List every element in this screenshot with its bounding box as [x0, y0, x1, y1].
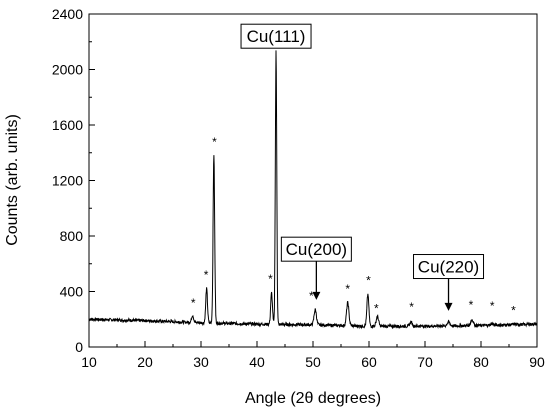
annotation-box: [280, 236, 352, 262]
y-axis-title: Counts (arb. units): [4, 114, 21, 246]
x-tick-label: 70: [417, 354, 433, 370]
phase-asterisk: *: [268, 272, 273, 286]
phase-asterisk: *: [212, 135, 217, 149]
y-tick-label: 800: [60, 228, 84, 244]
annotation-arrowhead: [312, 291, 321, 300]
x-tick-label: 50: [305, 354, 321, 370]
annotation-box: [240, 23, 312, 49]
y-tick-label: 1600: [52, 117, 83, 133]
diffraction-series-line: [88, 50, 538, 330]
y-tick-label: 1200: [52, 173, 83, 189]
annotation-label: Cu(220): [418, 258, 479, 277]
phase-asterisk: *: [191, 296, 196, 310]
x-tick-label: 60: [361, 354, 377, 370]
y-tick-label: 0: [75, 339, 83, 355]
y-tick-label: 2000: [52, 62, 83, 78]
x-tick-label: 10: [81, 354, 97, 370]
annotation-label: Cu(200): [286, 240, 347, 259]
x-tick-label: 80: [473, 354, 489, 370]
axis-ticks: 10 20 30 40 50 60 70 80 90 0 400 800 1200 1600 2000 240…: [52, 6, 545, 370]
asterisk-markers: ***** *** * * * *: [191, 135, 516, 318]
annotation-arrowhead: [444, 302, 453, 311]
peak-annotations: Cu(111) Cu(200) Cu(220): [240, 23, 485, 311]
annotation-label: Cu(111): [247, 27, 306, 46]
phase-asterisk: *: [345, 282, 350, 296]
x-tick-label: 20: [137, 354, 153, 370]
y-tick-label: 2400: [52, 6, 83, 22]
y-tick-label: 400: [60, 284, 84, 300]
x-axis-title: Angle (2θ degrees): [245, 390, 381, 407]
phase-asterisk: *: [309, 289, 314, 303]
x-tick-label: 90: [529, 354, 545, 370]
phase-asterisk: *: [374, 301, 379, 315]
phase-asterisk: *: [490, 299, 495, 313]
x-tick-label: 40: [249, 354, 265, 370]
phase-asterisk: *: [469, 298, 474, 312]
phase-asterisk: *: [409, 300, 414, 314]
phase-asterisk: *: [366, 274, 371, 288]
x-tick-label: 30: [193, 354, 209, 370]
phase-asterisk: *: [204, 268, 209, 282]
phase-asterisk: *: [511, 303, 516, 317]
